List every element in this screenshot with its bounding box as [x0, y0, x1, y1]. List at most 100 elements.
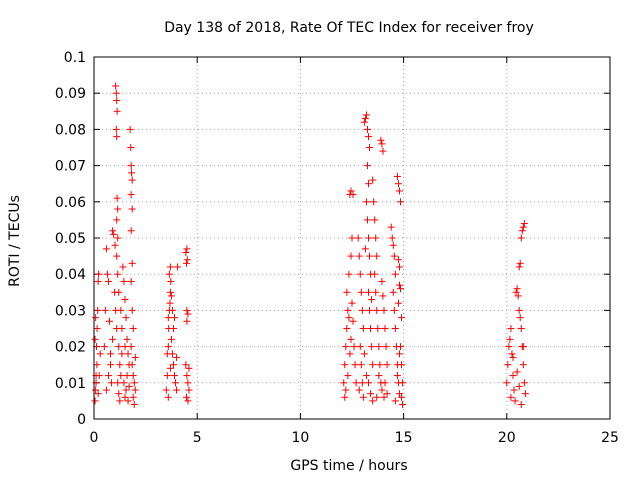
data-point	[370, 198, 378, 206]
data-point	[128, 205, 136, 213]
y-tick-label: 0.08	[55, 122, 86, 138]
data-point	[107, 361, 115, 369]
data-point	[369, 176, 377, 184]
data-point	[399, 401, 407, 409]
y-tick-label: 0.02	[55, 340, 86, 356]
data-point	[184, 379, 192, 387]
data-point	[111, 241, 119, 249]
data-point	[377, 136, 385, 144]
data-point	[369, 361, 377, 369]
data-point	[118, 325, 126, 332]
data-point	[517, 325, 525, 332]
data-point	[504, 361, 512, 369]
data-point	[513, 285, 521, 293]
data-point	[182, 361, 190, 369]
data-point	[376, 361, 384, 369]
data-point	[128, 176, 136, 184]
data-point	[116, 397, 124, 405]
data-point	[164, 343, 172, 351]
data-point	[387, 223, 395, 231]
data-point	[347, 252, 355, 260]
data-point	[344, 372, 352, 380]
data-point	[183, 256, 191, 264]
data-point	[391, 397, 399, 405]
grid	[94, 57, 610, 419]
data-point	[170, 314, 178, 322]
data-point	[391, 270, 399, 278]
data-point	[182, 248, 190, 256]
data-point	[357, 361, 365, 369]
data-point	[104, 277, 112, 285]
data-point	[342, 343, 350, 351]
data-point	[365, 234, 373, 242]
data-point	[342, 386, 350, 394]
data-point	[120, 277, 128, 285]
data-point	[398, 393, 406, 401]
data-point	[165, 270, 173, 278]
data-point	[372, 234, 380, 242]
data-point	[117, 372, 125, 380]
data-point	[113, 107, 121, 115]
data-point	[513, 368, 521, 376]
x-tick-label: 20	[498, 430, 516, 446]
data-point	[518, 227, 526, 235]
data-point	[382, 343, 390, 351]
data-point	[102, 386, 110, 394]
data-point	[166, 288, 174, 296]
data-point	[361, 115, 369, 123]
data-point	[185, 386, 193, 394]
data-point	[183, 306, 191, 314]
data-point	[357, 288, 365, 296]
data-point	[389, 241, 397, 249]
data-point	[104, 372, 112, 380]
data-point	[371, 216, 379, 224]
data-point	[114, 205, 122, 213]
data-point	[345, 270, 353, 278]
data-point	[185, 364, 193, 372]
data-point	[394, 180, 402, 188]
data-point	[395, 187, 403, 195]
data-point	[519, 361, 527, 369]
data-point	[168, 306, 176, 314]
data-point	[506, 335, 514, 343]
data-point	[503, 379, 511, 387]
data-point	[375, 343, 383, 351]
data-point	[115, 343, 123, 351]
data-point	[515, 263, 523, 271]
data-point	[127, 227, 135, 235]
data-point	[362, 372, 370, 380]
data-point	[129, 372, 137, 380]
data-point	[510, 386, 518, 394]
data-point	[116, 361, 124, 369]
data-point	[112, 82, 120, 90]
y-tick-label: 0	[77, 412, 86, 428]
data-point	[369, 397, 377, 405]
data-point	[102, 245, 110, 253]
data-point	[343, 325, 351, 332]
data-point	[347, 335, 355, 343]
data-point	[344, 306, 352, 314]
data-point	[113, 133, 121, 141]
data-point	[397, 285, 405, 293]
data-point	[129, 325, 137, 332]
x-tick-label: 0	[90, 430, 99, 446]
data-point	[391, 325, 399, 332]
data-point	[366, 306, 374, 314]
data-point	[118, 350, 126, 358]
data-point	[365, 133, 373, 141]
data-point	[96, 350, 104, 358]
data-point	[174, 263, 182, 271]
data-point	[114, 234, 122, 242]
data-point	[388, 234, 396, 242]
data-point	[378, 277, 386, 285]
data-point	[359, 393, 367, 401]
data-point	[113, 252, 121, 260]
data-point	[352, 379, 360, 387]
data-point	[162, 386, 170, 394]
data-point	[173, 386, 181, 394]
x-tick-labels: 0 5 10 15 20 25	[90, 430, 619, 446]
data-point	[363, 162, 371, 170]
data-point	[92, 386, 100, 394]
x-tick-label: 10	[291, 430, 309, 446]
